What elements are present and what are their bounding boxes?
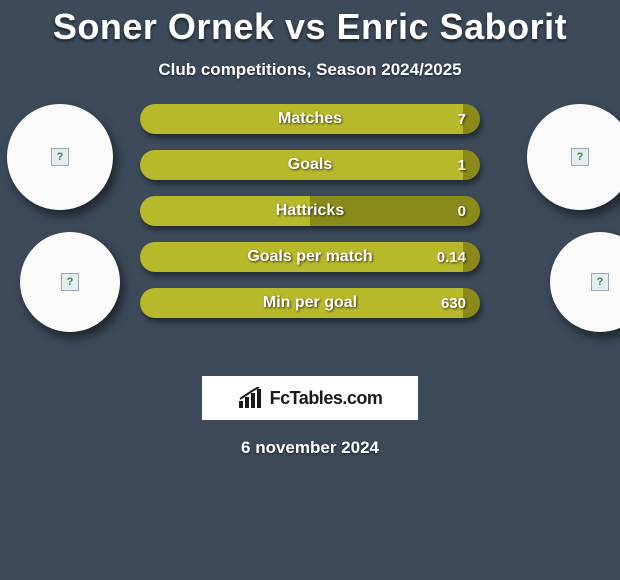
club-right-logo-circle bbox=[550, 232, 620, 332]
stat-bar-value: 0.14 bbox=[437, 242, 466, 272]
stat-bar-fill bbox=[140, 104, 463, 134]
stat-bar-fill bbox=[140, 196, 310, 226]
player-left-photo-circle bbox=[7, 104, 113, 210]
page-title: Soner Ornek vs Enric Saborit bbox=[0, 6, 620, 48]
stat-bar-hattricks: Hattricks 0 bbox=[140, 196, 480, 226]
stat-bar-value: 7 bbox=[458, 104, 466, 134]
club-left-logo-circle bbox=[20, 232, 120, 332]
stat-bar-fill bbox=[140, 242, 463, 272]
placeholder-image-icon bbox=[51, 148, 69, 166]
stat-bar-matches: Matches 7 bbox=[140, 104, 480, 134]
placeholder-image-icon bbox=[571, 148, 589, 166]
date-label: 6 november 2024 bbox=[0, 438, 620, 458]
player-right-photo-circle bbox=[527, 104, 620, 210]
brand-text: FcTables.com bbox=[270, 388, 383, 409]
bars-icon bbox=[238, 387, 264, 409]
stat-bar-goals-per-match: Goals per match 0.14 bbox=[140, 242, 480, 272]
stats-stage: Matches 7 Goals 1 Hattricks 0 Goals per … bbox=[0, 104, 620, 364]
subtitle: Club competitions, Season 2024/2025 bbox=[0, 60, 620, 80]
placeholder-image-icon bbox=[61, 273, 79, 291]
comparison-infographic: Soner Ornek vs Enric Saborit Club compet… bbox=[0, 0, 620, 458]
stat-bar-value: 630 bbox=[441, 288, 466, 318]
stat-bars: Matches 7 Goals 1 Hattricks 0 Goals per … bbox=[140, 104, 480, 334]
stat-bar-value: 1 bbox=[458, 150, 466, 180]
stat-bar-goals: Goals 1 bbox=[140, 150, 480, 180]
placeholder-image-icon bbox=[591, 273, 609, 291]
stat-bar-min-per-goal: Min per goal 630 bbox=[140, 288, 480, 318]
stat-bar-fill bbox=[140, 150, 463, 180]
brand-box: FcTables.com bbox=[202, 376, 418, 420]
stat-bar-value: 0 bbox=[458, 196, 466, 226]
stat-bar-fill bbox=[140, 288, 463, 318]
